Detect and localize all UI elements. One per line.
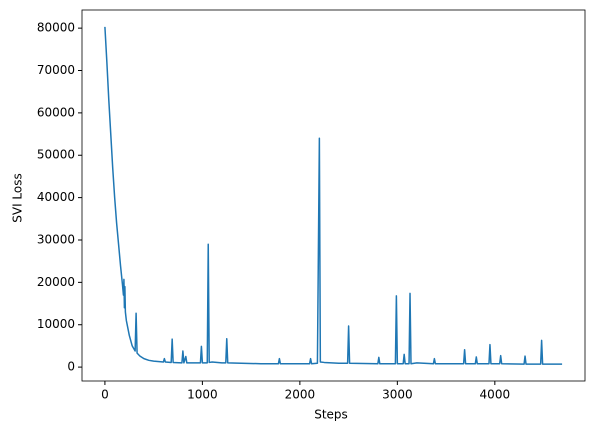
y-tick-label: 10000 (37, 317, 75, 331)
y-tick-label: 60000 (37, 105, 75, 119)
y-tick-label: 80000 (37, 21, 75, 35)
x-tick-label: 1000 (187, 388, 218, 402)
data-line (104, 26, 563, 365)
y-tick-label: 20000 (37, 275, 75, 289)
plot-frame (81, 9, 586, 382)
x-tick-label: 3000 (382, 388, 413, 402)
y-tick-label: 50000 (37, 148, 75, 162)
y-tick-label: 40000 (37, 190, 75, 204)
x-tick-label: 0 (101, 388, 109, 402)
y-tick-label: 70000 (37, 63, 75, 77)
y-axis-label: SVI Loss (11, 173, 25, 223)
y-tick-label: 0 (67, 360, 75, 374)
x-axis-label: Steps (314, 408, 348, 422)
x-tick-label: 4000 (480, 388, 511, 402)
y-tick-label: 30000 (37, 232, 75, 246)
x-tick-label: 2000 (285, 388, 316, 402)
